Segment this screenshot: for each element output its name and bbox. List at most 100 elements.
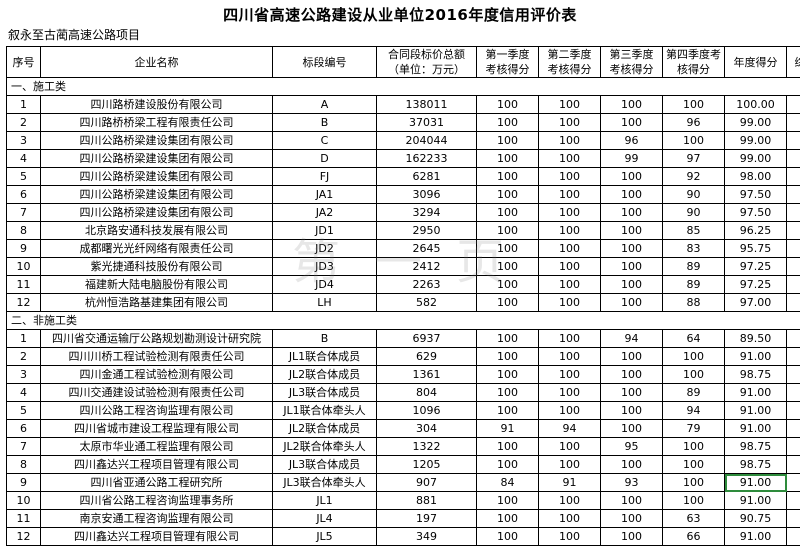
row-year-score: 91.00 bbox=[725, 474, 787, 492]
header-q4-line2: 核得分 bbox=[665, 62, 722, 77]
header-amount-line2: （单位：万元） bbox=[379, 62, 474, 77]
row-rank: 12 bbox=[787, 240, 800, 258]
row-year-score: 91.00 bbox=[725, 528, 787, 546]
row-year-score: 97.50 bbox=[725, 204, 787, 222]
credit-evaluation-table: 序号 企业名称 标段编号 合同段标价总额 （单位：万元） 第一季度 考核得分 第… bbox=[6, 46, 800, 546]
row-company: 四川公路桥梁建设集团有限公司 bbox=[41, 150, 273, 168]
row-q3: 100 bbox=[601, 510, 663, 528]
row-year-score: 98.00 bbox=[725, 168, 787, 186]
row-company: 南京安通工程咨询监理有限公司 bbox=[41, 510, 273, 528]
row-year-score: 91.00 bbox=[725, 492, 787, 510]
header-index: 序号 bbox=[7, 47, 41, 78]
row-company: 四川公路工程咨询监理有限公司 bbox=[41, 402, 273, 420]
row-q3: 100 bbox=[601, 222, 663, 240]
row-q1: 100 bbox=[477, 348, 539, 366]
row-q3: 100 bbox=[601, 366, 663, 384]
row-q3: 94 bbox=[601, 330, 663, 348]
row-q3: 100 bbox=[601, 402, 663, 420]
row-q2: 100 bbox=[539, 402, 601, 420]
row-section: B bbox=[273, 114, 377, 132]
row-section: JL1 bbox=[273, 492, 377, 510]
header-q1-line1: 第一季度 bbox=[479, 47, 536, 62]
row-q4: 100 bbox=[663, 366, 725, 384]
row-rank: 3 bbox=[787, 528, 800, 546]
document-page: 第一页 四川省高速公路建设从业单位2016年度信用评价表 叙永至古蔺高速公路项目… bbox=[0, 0, 800, 480]
row-q1: 100 bbox=[477, 204, 539, 222]
row-q2: 100 bbox=[539, 348, 601, 366]
row-q1: 100 bbox=[477, 384, 539, 402]
row-q4: 90 bbox=[663, 204, 725, 222]
row-amount: 304 bbox=[377, 420, 477, 438]
row-amount: 3096 bbox=[377, 186, 477, 204]
row-q2: 100 bbox=[539, 186, 601, 204]
row-section: JL3联合体牵头人 bbox=[273, 474, 377, 492]
row-amount: 197 bbox=[377, 510, 477, 528]
row-company: 四川省亚通公路工程研究所 bbox=[41, 474, 273, 492]
row-q4: 94 bbox=[663, 402, 725, 420]
row-company: 太原市华业通工程监理有限公司 bbox=[41, 438, 273, 456]
row-q2: 100 bbox=[539, 258, 601, 276]
row-q4: 89 bbox=[663, 258, 725, 276]
row-index: 6 bbox=[7, 420, 41, 438]
row-section: JL1联合体牵头人 bbox=[273, 402, 377, 420]
row-q2: 100 bbox=[539, 384, 601, 402]
row-section: JL2联合体成员 bbox=[273, 366, 377, 384]
row-section: FJ bbox=[273, 168, 377, 186]
table-section-label: 二、非施工类 bbox=[7, 312, 800, 330]
row-rank: 2 bbox=[787, 384, 800, 402]
row-year-score: 99.00 bbox=[725, 150, 787, 168]
header-rank: 综合排名 bbox=[787, 47, 800, 78]
row-section: D bbox=[273, 150, 377, 168]
row-amount: 2412 bbox=[377, 258, 477, 276]
row-amount: 162233 bbox=[377, 150, 477, 168]
row-q2: 100 bbox=[539, 96, 601, 114]
row-rank: 1 bbox=[787, 438, 800, 456]
header-section: 标段编号 bbox=[273, 47, 377, 78]
row-rank: 8 bbox=[787, 258, 800, 276]
row-index: 9 bbox=[7, 474, 41, 492]
row-q2: 100 bbox=[539, 438, 601, 456]
header-q3: 第三季度 考核得分 bbox=[601, 47, 663, 78]
row-section: JD2 bbox=[273, 240, 377, 258]
row-rank: 2 bbox=[787, 114, 800, 132]
row-section: JL5 bbox=[273, 528, 377, 546]
row-section: JL4 bbox=[273, 510, 377, 528]
row-rank: 2 bbox=[787, 492, 800, 510]
header-amount-line1: 合同段标价总额 bbox=[379, 47, 474, 62]
row-q2: 100 bbox=[539, 294, 601, 312]
row-q2: 100 bbox=[539, 204, 601, 222]
row-q2: 100 bbox=[539, 114, 601, 132]
row-q2: 100 bbox=[539, 168, 601, 186]
row-q4: 63 bbox=[663, 510, 725, 528]
row-q1: 100 bbox=[477, 168, 539, 186]
row-section: JL3联合体成员 bbox=[273, 384, 377, 402]
row-q2: 100 bbox=[539, 456, 601, 474]
row-company: 杭州恒浩路基建集团有限公司 bbox=[41, 294, 273, 312]
row-q3: 100 bbox=[601, 294, 663, 312]
row-q3: 96 bbox=[601, 132, 663, 150]
row-q3: 100 bbox=[601, 348, 663, 366]
row-rank: 3 bbox=[787, 348, 800, 366]
row-q4: 66 bbox=[663, 528, 725, 546]
row-rank: 4 bbox=[787, 150, 800, 168]
header-amount: 合同段标价总额 （单位：万元） bbox=[377, 47, 477, 78]
row-year-score: 98.75 bbox=[725, 456, 787, 474]
row-q3: 95 bbox=[601, 438, 663, 456]
row-q1: 100 bbox=[477, 114, 539, 132]
row-q4: 100 bbox=[663, 456, 725, 474]
row-index: 11 bbox=[7, 510, 41, 528]
project-subtitle: 叙永至古蔺高速公路项目 bbox=[8, 28, 794, 43]
row-rank: 3 bbox=[787, 402, 800, 420]
row-q3: 100 bbox=[601, 276, 663, 294]
header-q4: 第四季度考 核得分 bbox=[663, 47, 725, 78]
